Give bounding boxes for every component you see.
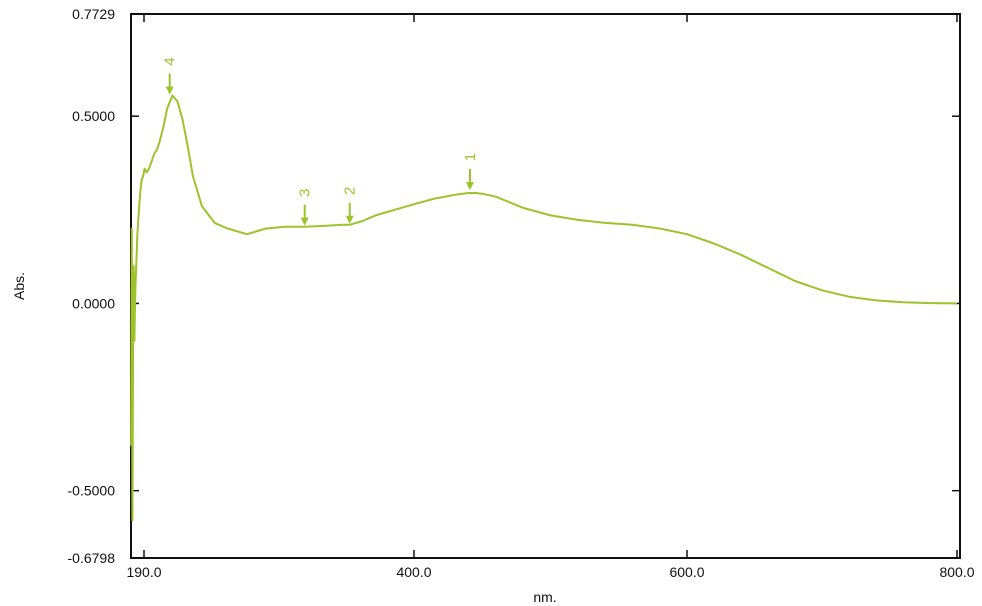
plot-frame xyxy=(130,13,961,559)
y-axis-ticks: 0.7729 0.5000 0.0000 -0.5000 -0.6798 xyxy=(68,6,960,566)
y-tick-label: 0.5000 xyxy=(72,108,115,124)
x-tick-label: 800.0 xyxy=(939,564,974,580)
peak-marker-1: 1 xyxy=(462,153,479,191)
peak-label: 4 xyxy=(162,57,179,65)
peak-marker-2: 2 xyxy=(342,187,359,224)
y-tick-label: 0.0000 xyxy=(72,295,115,311)
peak-label: 3 xyxy=(297,188,314,196)
peak-label: 1 xyxy=(462,153,479,161)
x-axis-ticks: 190.0 400.0 600.0 800.0 xyxy=(126,14,975,580)
peak-arrow-head xyxy=(465,182,474,191)
y-axis-title: Abs. xyxy=(11,272,27,300)
x-tick-label: 190.0 xyxy=(126,564,161,580)
absorbance-series-line xyxy=(130,94,958,522)
peak-annotations: 1 2 3 4 xyxy=(162,57,479,226)
peak-arrow-head xyxy=(165,86,174,95)
peak-arrow-head xyxy=(300,217,309,226)
y-tick-label: -0.5000 xyxy=(68,483,116,499)
peak-label: 2 xyxy=(342,187,359,195)
y-tick-label: -0.6798 xyxy=(68,550,116,566)
y-tick-label: 0.7729 xyxy=(72,6,115,22)
peak-arrow-head xyxy=(345,215,354,224)
x-tick-label: 600.0 xyxy=(669,564,704,580)
peak-marker-4: 4 xyxy=(162,57,179,95)
peak-marker-3: 3 xyxy=(297,188,314,226)
x-tick-label: 400.0 xyxy=(396,564,431,580)
x-axis-title: nm. xyxy=(533,589,556,605)
